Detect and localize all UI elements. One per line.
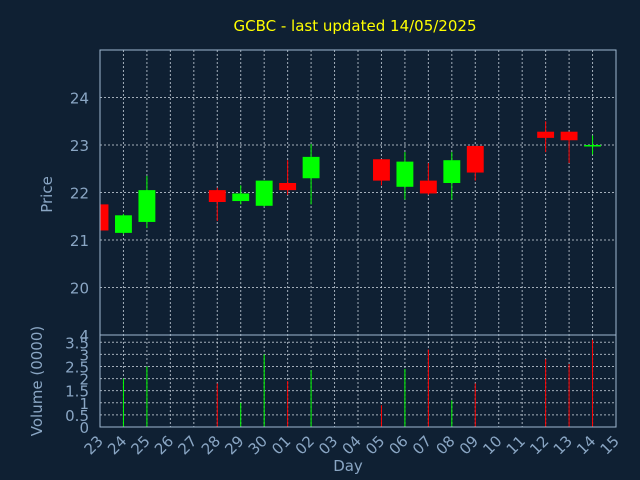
volume-tick-label: 0.5 [65, 407, 89, 425]
candle-body [584, 145, 601, 147]
candle-body [373, 159, 390, 181]
candle-body [443, 160, 461, 183]
volume-panel-border [99, 334, 617, 428]
candle-body [232, 193, 250, 202]
candle-body [100, 204, 109, 231]
candle-body [208, 190, 226, 202]
price-axis-label: Price [38, 176, 56, 213]
volume-tick-label: 0 [79, 419, 89, 437]
candle-body [255, 180, 273, 206]
candle-body [138, 190, 156, 222]
price-tick-label: 4 [79, 327, 89, 345]
candle-body [537, 131, 555, 138]
volume-tick-label: 1 [79, 395, 89, 413]
chart-title: GCBC - last updated 14/05/2025 [234, 17, 477, 35]
volume-tick-label: 2 [79, 371, 89, 389]
candle-body [302, 156, 320, 179]
candle-body [279, 183, 297, 191]
candle-body [560, 131, 578, 141]
candle-body [115, 215, 132, 233]
price-tick-label: 20 [70, 280, 89, 298]
price-tick-label: 24 [70, 90, 89, 108]
price-tick-label: 21 [70, 232, 89, 250]
volume-tick-label: 3 [79, 346, 89, 364]
candle-body [396, 161, 414, 187]
candle-body [466, 145, 484, 173]
candle-body [419, 180, 437, 194]
x-axis-label: Day [333, 457, 363, 475]
volume-tick-label: 1.5 [65, 383, 89, 401]
volume-axis-label: Volume (0000) [28, 326, 46, 436]
volume-tick-label: 3.5 [65, 334, 89, 352]
price-tick-label: 23 [70, 137, 89, 155]
volume-tick-label: 2.5 [65, 358, 89, 376]
price-tick-label: 22 [70, 185, 89, 203]
